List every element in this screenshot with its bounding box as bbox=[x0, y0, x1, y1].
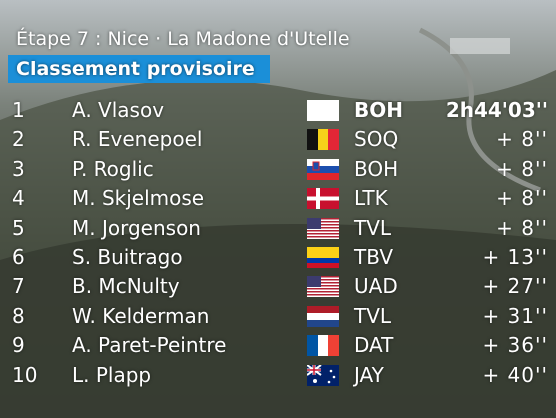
time-gap: + 40'' bbox=[482, 362, 548, 387]
rank: 8 bbox=[12, 303, 25, 328]
rider-name: W. Kelderman bbox=[72, 303, 210, 328]
standings-label: Classement provisoire bbox=[8, 55, 270, 83]
time-gap: + 13'' bbox=[482, 245, 548, 269]
time-gap: + 31'' bbox=[482, 303, 548, 328]
flag bbox=[307, 247, 339, 268]
rider-name: A. Vlasov bbox=[72, 98, 165, 122]
team-code: TVL bbox=[354, 215, 392, 240]
rank: 9 bbox=[12, 333, 25, 358]
rider-name: M. Jorgenson bbox=[72, 215, 201, 240]
team-code: JAY bbox=[354, 362, 384, 387]
rank: 7 bbox=[12, 274, 25, 299]
team-code: SOQ bbox=[354, 127, 399, 152]
time-gap: + 8'' bbox=[496, 215, 548, 240]
time-gap: + 8'' bbox=[496, 127, 548, 152]
rider-name: R. Evenepoel bbox=[72, 127, 203, 152]
team-code: BOH bbox=[354, 156, 399, 181]
stage-title: Étape 7 : Nice · La Madone d'Utelle bbox=[16, 28, 350, 50]
rider-name: P. Roglic bbox=[72, 156, 154, 181]
rank: 10 bbox=[12, 362, 38, 387]
rank: 1 bbox=[12, 98, 25, 122]
flag bbox=[307, 158, 339, 180]
time-gap: + 8'' bbox=[496, 156, 548, 181]
time-gap: + 36'' bbox=[482, 333, 548, 358]
rider-name: A. Paret-Peintre bbox=[72, 333, 227, 358]
team-code: TBV bbox=[354, 245, 394, 269]
rider-name: B. McNulty bbox=[72, 274, 180, 299]
rider-name: M. Skjelmose bbox=[72, 186, 205, 211]
team-code: UAD bbox=[354, 274, 398, 299]
flag bbox=[307, 217, 339, 239]
flag bbox=[307, 305, 339, 327]
flag bbox=[307, 335, 339, 357]
time-gap: + 27'' bbox=[482, 274, 548, 299]
time-gap: + 8'' bbox=[496, 186, 548, 211]
flag bbox=[307, 188, 339, 210]
flag bbox=[307, 100, 339, 121]
rider-name: S. Buitrago bbox=[72, 245, 183, 269]
flag bbox=[307, 129, 339, 151]
flag bbox=[307, 364, 339, 386]
time-gap: 2h44'03'' bbox=[445, 98, 548, 122]
rank: 3 bbox=[12, 156, 25, 181]
team-code: TVL bbox=[354, 303, 392, 328]
team-code: BOH bbox=[354, 98, 403, 122]
flag bbox=[307, 276, 339, 298]
rank: 6 bbox=[12, 245, 25, 269]
rider-name: L. Plapp bbox=[72, 362, 152, 387]
rank: 5 bbox=[12, 215, 25, 240]
team-code: LTK bbox=[354, 186, 388, 211]
rank: 2 bbox=[12, 127, 25, 152]
team-code: DAT bbox=[354, 333, 394, 358]
rank: 4 bbox=[12, 186, 25, 211]
